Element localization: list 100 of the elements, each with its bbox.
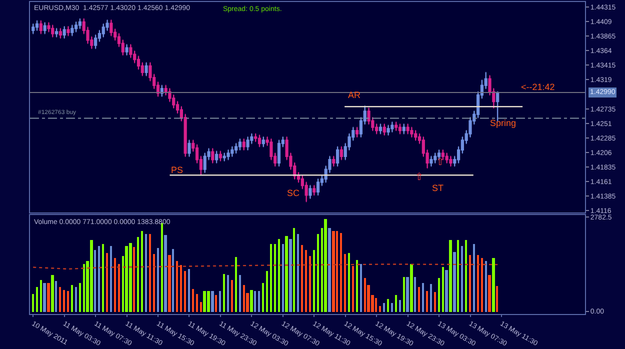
bar	[297, 234, 299, 312]
bar	[32, 294, 34, 312]
bar	[149, 234, 151, 312]
bar	[188, 268, 190, 312]
bar	[106, 252, 108, 312]
annotation: ST	[432, 183, 444, 193]
bar	[270, 244, 272, 312]
candlestick	[66, 26, 70, 36]
candlestick	[410, 126, 414, 138]
bar	[332, 230, 335, 312]
candlestick	[238, 138, 242, 151]
bar	[71, 284, 73, 312]
bar	[477, 254, 479, 312]
bar	[266, 270, 268, 312]
candlestick	[54, 28, 58, 38]
candlestick	[406, 124, 410, 134]
bar	[153, 254, 155, 312]
bar	[164, 234, 167, 312]
bar	[274, 244, 276, 312]
annotation: ⇧	[415, 172, 423, 183]
candlestick	[496, 91, 500, 122]
bar	[172, 248, 174, 312]
bar	[442, 266, 444, 312]
bar	[51, 274, 54, 312]
bar	[492, 258, 495, 312]
bar	[55, 280, 57, 312]
bar	[375, 298, 377, 312]
candlestick	[125, 44, 128, 56]
candlestick	[394, 122, 398, 132]
bar	[157, 248, 159, 312]
bar	[395, 294, 397, 312]
candlestick	[110, 19, 113, 36]
bar	[317, 234, 319, 312]
bar	[254, 290, 256, 312]
candlestick	[218, 150, 222, 162]
annotation: ⇧	[436, 157, 444, 168]
bar	[403, 276, 405, 312]
candlestick	[39, 20, 42, 34]
candlestick	[430, 156, 433, 167]
candlestick	[340, 146, 344, 160]
bar	[406, 276, 409, 312]
candlestick	[308, 184, 312, 199]
bar	[125, 246, 128, 312]
bar	[200, 302, 202, 312]
bar	[430, 284, 432, 312]
bar	[83, 264, 85, 312]
candlestick	[215, 150, 218, 164]
bar	[47, 282, 50, 312]
annotation: SC	[287, 188, 300, 198]
candlestick	[356, 126, 359, 138]
bar	[36, 286, 38, 312]
candlestick	[58, 28, 62, 39]
bar	[383, 302, 385, 312]
bar	[215, 294, 217, 312]
bar	[488, 274, 491, 312]
bar	[348, 252, 350, 312]
candlestick	[234, 142, 238, 154]
bar	[418, 286, 420, 312]
candlestick	[402, 124, 406, 134]
candlestick	[94, 34, 98, 50]
bar	[114, 258, 116, 312]
bar	[465, 240, 467, 312]
bar	[192, 288, 194, 312]
bar	[90, 240, 93, 312]
bar	[352, 266, 354, 312]
bar	[239, 274, 241, 312]
bar	[438, 278, 440, 312]
bar	[219, 290, 221, 312]
bar	[379, 306, 381, 312]
candlestick	[382, 124, 386, 136]
bar	[360, 264, 362, 312]
bar	[481, 258, 483, 312]
bar	[309, 256, 311, 312]
bar	[399, 300, 401, 312]
bar	[211, 290, 214, 312]
bar	[40, 280, 42, 312]
bar	[250, 290, 253, 312]
candlestick	[398, 124, 402, 134]
candlestick	[390, 122, 394, 132]
bar	[278, 238, 280, 312]
bar	[449, 240, 452, 312]
bar	[102, 244, 104, 312]
bar	[422, 282, 424, 312]
bar	[207, 290, 210, 312]
bar	[328, 228, 331, 312]
bar	[469, 254, 471, 312]
candlestick	[258, 134, 262, 148]
bar	[129, 242, 132, 312]
bar	[457, 240, 459, 312]
bar	[336, 230, 338, 312]
candlestick	[211, 148, 214, 164]
bar	[426, 290, 428, 312]
candlestick	[230, 146, 234, 157]
candlestick	[441, 149, 444, 160]
bar	[340, 232, 342, 312]
bar	[67, 290, 69, 312]
annotation: PS	[171, 165, 184, 175]
bar	[473, 244, 475, 312]
bar	[79, 282, 81, 312]
bar	[223, 274, 225, 312]
